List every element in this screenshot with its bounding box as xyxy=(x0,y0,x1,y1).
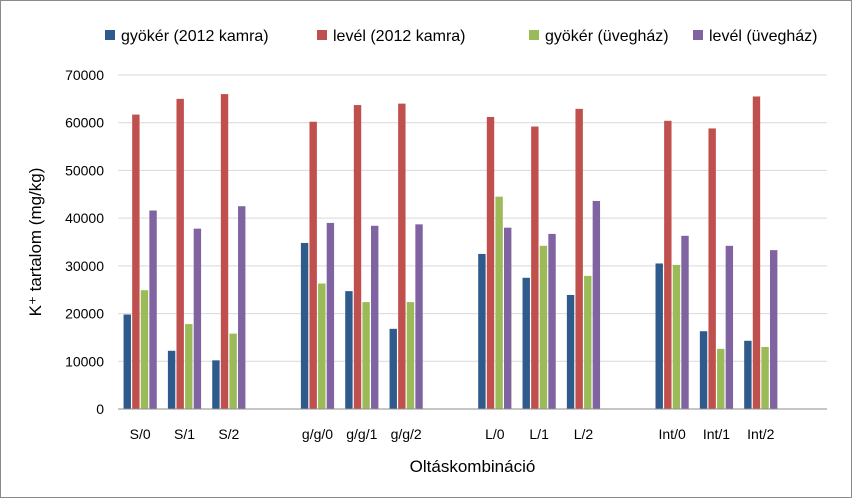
x-tick-label: L/2 xyxy=(574,426,594,442)
x-tick-label: Int/2 xyxy=(747,426,774,442)
bar xyxy=(212,360,220,409)
bar xyxy=(318,283,326,409)
x-axis-title: Oltáskombináció xyxy=(410,457,536,476)
bar xyxy=(220,94,229,409)
x-tick-label: g/g/0 xyxy=(302,426,333,442)
y-axis-title: K⁺ tartalom (mg/kg) xyxy=(26,168,45,317)
bar xyxy=(655,263,663,409)
bar xyxy=(592,200,601,409)
bar xyxy=(406,302,415,409)
legend-swatch xyxy=(317,30,327,40)
legend: gyökér (2012 kamra) levél (2012 kamra) gyö… xyxy=(105,28,818,45)
bar xyxy=(752,96,761,409)
y-tick-label: 20000 xyxy=(65,306,104,322)
bar xyxy=(415,224,423,409)
legend-swatch xyxy=(105,30,115,40)
bar xyxy=(504,227,512,409)
bar xyxy=(326,222,335,409)
x-tick-label: L/1 xyxy=(529,426,549,442)
bar xyxy=(761,346,769,409)
bar xyxy=(699,331,708,409)
y-tick-label: 0 xyxy=(96,401,104,417)
legend-label: gyökér (üvegház) xyxy=(545,28,669,45)
bar xyxy=(681,235,689,409)
bar xyxy=(167,350,176,409)
x-tick-label: S/2 xyxy=(218,426,239,442)
bar xyxy=(522,277,530,409)
bar xyxy=(495,196,503,409)
bar xyxy=(362,302,370,409)
bar xyxy=(584,275,592,409)
bar xyxy=(238,206,246,409)
bars xyxy=(123,94,778,410)
bar xyxy=(132,114,140,410)
y-tick-label: 10000 xyxy=(65,353,104,369)
bar xyxy=(371,225,379,409)
bar xyxy=(193,228,202,409)
bar xyxy=(389,328,397,409)
x-axis-ticks: S/0 S/1 S/2 g/g/0 g/g/1 g/g/2 L/0 L/1 L/2 Int/0 In… xyxy=(130,426,775,442)
y-tick-label: 50000 xyxy=(65,162,104,178)
bar xyxy=(539,245,548,409)
bar xyxy=(353,105,362,409)
bar xyxy=(725,245,734,409)
gridlines xyxy=(118,74,827,362)
bar xyxy=(566,294,575,409)
legend-label: gyökér (2012 kamra) xyxy=(121,28,269,45)
bar xyxy=(708,128,716,409)
bar xyxy=(176,98,184,409)
y-tick-label: 30000 xyxy=(65,258,104,274)
bar xyxy=(149,210,157,409)
bar xyxy=(478,253,486,409)
legend-swatch xyxy=(693,30,703,40)
x-tick-label: Int/1 xyxy=(703,426,730,442)
bar xyxy=(345,291,353,409)
y-tick-label: 70000 xyxy=(65,67,104,83)
bar xyxy=(531,126,539,409)
x-tick-label: S/0 xyxy=(130,426,151,442)
bar xyxy=(309,121,317,409)
bar xyxy=(744,340,752,409)
bar xyxy=(575,108,583,410)
bar xyxy=(672,264,681,409)
x-tick-label: g/g/1 xyxy=(346,426,377,442)
bar xyxy=(300,242,309,409)
legend-label: levél (üvegház) xyxy=(709,28,818,45)
legend-swatch xyxy=(529,30,539,40)
bar xyxy=(229,333,237,409)
bar xyxy=(717,348,725,409)
x-tick-label: g/g/2 xyxy=(391,426,422,442)
bar xyxy=(486,116,495,409)
y-axis-ticks: 0 10000 20000 30000 40000 50000 60000 70000 xyxy=(65,67,104,417)
y-tick-label: 40000 xyxy=(65,210,104,226)
x-tick-label: S/1 xyxy=(174,426,195,442)
y-tick-label: 60000 xyxy=(65,115,104,131)
legend-label: levél (2012 kamra) xyxy=(333,28,466,45)
bar xyxy=(664,120,672,409)
bar xyxy=(769,250,778,409)
bar xyxy=(398,103,406,409)
bar xyxy=(185,324,193,409)
x-tick-label: L/0 xyxy=(485,426,505,442)
bar xyxy=(140,290,149,409)
bar xyxy=(123,314,131,409)
bar xyxy=(548,233,556,409)
x-tick-label: Int/0 xyxy=(659,426,686,442)
